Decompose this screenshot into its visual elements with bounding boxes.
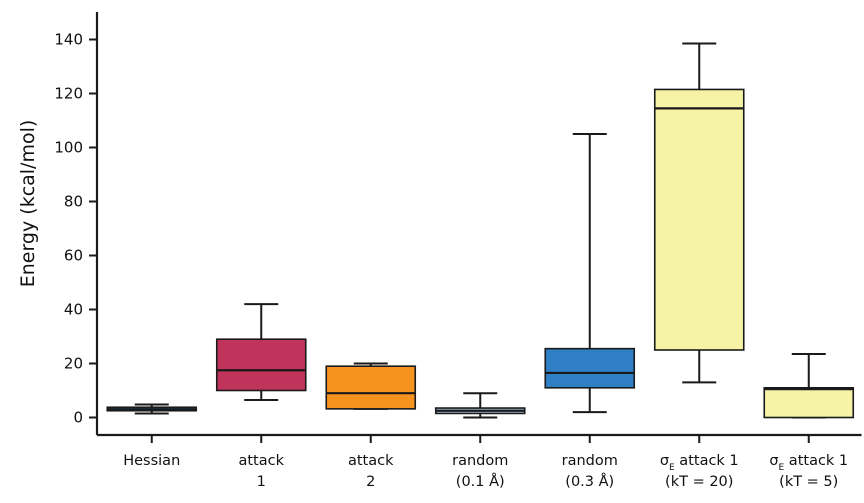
iqr-box bbox=[653, 88, 745, 351]
box-4 bbox=[544, 133, 636, 414]
x-tick-label: Hessian bbox=[123, 453, 180, 469]
y-tick-label: 80 bbox=[64, 193, 83, 211]
x-tick-label: (0.1 Å) bbox=[456, 473, 505, 490]
iqr-box bbox=[215, 338, 307, 392]
x-tick-label: 2 bbox=[366, 474, 375, 490]
x-tick-label: random bbox=[452, 453, 508, 469]
y-tick-label: 100 bbox=[54, 139, 83, 157]
box-0 bbox=[106, 403, 198, 415]
box-series bbox=[106, 42, 855, 419]
box-2 bbox=[325, 362, 417, 410]
y-axis-label: Energy (kcal/mol) bbox=[17, 120, 39, 288]
x-tick-label: σE attack 1 bbox=[769, 453, 848, 473]
box-6 bbox=[763, 353, 855, 419]
x-tick-label: 1 bbox=[257, 474, 266, 490]
box-5 bbox=[653, 42, 745, 384]
iqr-box bbox=[763, 386, 855, 419]
x-tick-label: attack bbox=[238, 453, 284, 469]
x-tick-label: random bbox=[562, 453, 618, 469]
y-tick-label: 120 bbox=[54, 85, 83, 103]
x-tick-label: σE attack 1 bbox=[660, 453, 739, 473]
y-tick-label: 60 bbox=[64, 247, 83, 265]
x-tick-label: (kT = 20) bbox=[665, 474, 733, 490]
x-tick-label: (0.3 Å) bbox=[565, 473, 614, 490]
box-3 bbox=[434, 392, 526, 419]
iqr-box bbox=[325, 365, 417, 410]
y-tick-label: 0 bbox=[73, 409, 83, 427]
box-1 bbox=[215, 303, 307, 401]
y-tick-label: 20 bbox=[64, 355, 83, 373]
y-tick-label: 140 bbox=[54, 31, 83, 49]
iqr-box bbox=[544, 347, 636, 389]
y-axis: 0 20 40 60 80 100 120 140 bbox=[54, 12, 99, 435]
y-tick-label: 40 bbox=[64, 301, 83, 319]
x-tick-label: attack bbox=[348, 453, 394, 469]
x-axis: Hessian attack 1 attack 2 random (0.1 Å) random… bbox=[97, 433, 862, 490]
x-tick-label: (kT = 5) bbox=[779, 474, 838, 490]
